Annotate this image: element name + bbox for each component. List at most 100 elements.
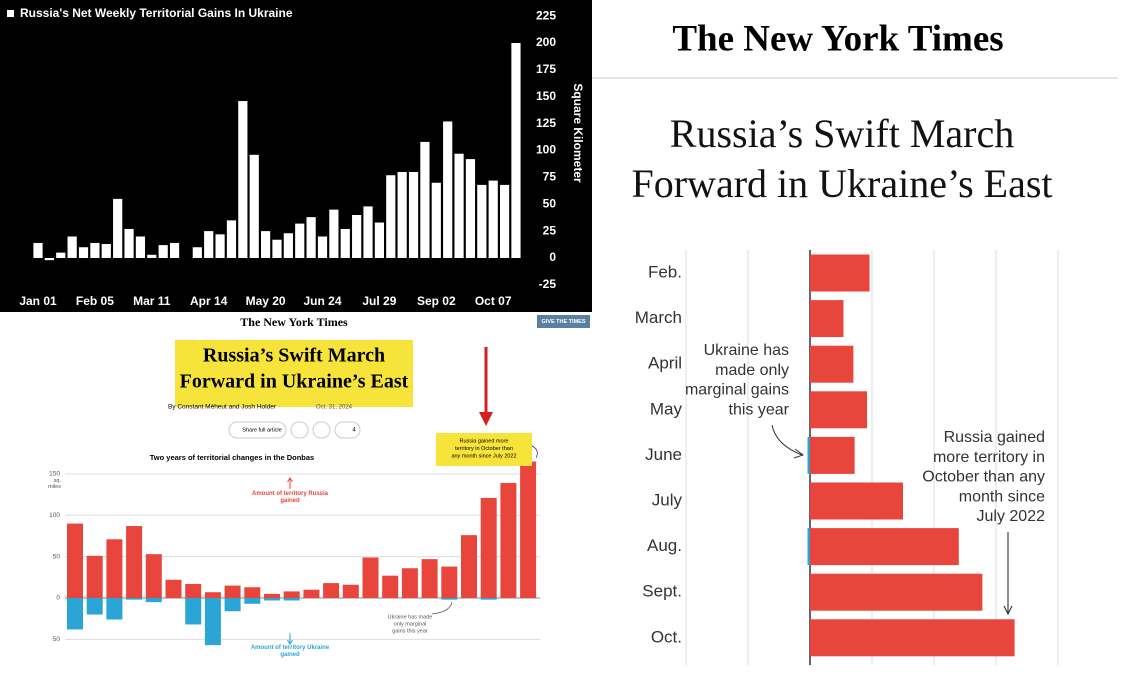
bar	[810, 573, 983, 611]
bar	[106, 539, 123, 598]
y-tick-label: 125	[536, 116, 556, 130]
bar	[520, 461, 537, 598]
y-tick-label: 75	[543, 170, 557, 184]
annotation-arrow	[531, 445, 538, 459]
bar	[67, 236, 77, 258]
chart-title: Russia's Net Weekly Territorial Gains In…	[20, 6, 293, 20]
y-tick-label: Oct.	[651, 627, 682, 646]
x-tick-label: Jul 29	[362, 294, 396, 308]
bar	[810, 345, 854, 383]
bar	[408, 172, 419, 258]
bar	[807, 528, 810, 566]
arrow	[287, 477, 293, 489]
y-unit: sq. miles	[48, 478, 61, 491]
x-tick-label: Mar 11	[133, 294, 171, 308]
bar	[283, 233, 293, 258]
y-tick-label: May	[650, 399, 683, 418]
byline: By Constant Méheut and Josh Holder	[168, 404, 277, 411]
bar	[226, 220, 237, 258]
bar	[283, 591, 300, 598]
bar	[810, 436, 855, 474]
bar	[86, 598, 103, 615]
annotation: any month since July 2022	[451, 453, 516, 459]
bar	[185, 583, 202, 598]
annotation-box	[436, 433, 532, 466]
bar	[124, 228, 134, 258]
annotation: Russia gained more	[460, 438, 509, 444]
bar	[454, 153, 464, 258]
bar	[362, 557, 379, 598]
bar	[374, 222, 384, 258]
y-tick-label: 200	[536, 35, 556, 49]
bar	[323, 583, 340, 598]
y-tick-label: 0	[56, 595, 60, 602]
headline: Russia’s Swift March	[670, 111, 1014, 156]
bar	[511, 43, 521, 258]
annotation: month since	[959, 488, 1045, 505]
bar	[420, 141, 430, 258]
icon-button	[312, 421, 331, 439]
bar	[67, 523, 83, 598]
y-tick-label: 175	[536, 62, 556, 76]
annotation: more territory in	[933, 449, 1045, 466]
bar	[145, 598, 162, 603]
bar	[244, 587, 261, 598]
bar	[465, 159, 476, 258]
bar	[165, 579, 182, 598]
bar	[303, 589, 320, 598]
y-tick-label: 150	[536, 89, 556, 103]
button-label[interactable]: GIVE THE TIMES	[541, 319, 585, 325]
bar	[169, 242, 180, 258]
bar	[78, 247, 89, 258]
bar	[397, 172, 407, 258]
bar	[224, 585, 241, 598]
y-tick-label: Aug.	[647, 536, 682, 555]
annotation-arrow	[431, 601, 453, 615]
annotation: territory in October than	[455, 446, 513, 452]
bar	[158, 245, 168, 258]
y-tick-label: April	[648, 354, 682, 373]
bar	[363, 206, 373, 258]
icon-button	[290, 421, 309, 439]
bar	[431, 182, 441, 258]
headline: Forward in Ukraine’s East	[180, 371, 409, 393]
annotation-arrow	[1003, 532, 1013, 616]
bar	[204, 231, 214, 258]
legend-swatch	[7, 10, 14, 17]
y-tick-label: 150	[49, 471, 60, 478]
comments-button	[334, 421, 361, 439]
share-label[interactable]: Share full article	[242, 427, 281, 433]
logo: The New York Times	[672, 18, 1003, 59]
bar	[224, 598, 241, 612]
y-tick-label: 50	[53, 636, 61, 643]
y-tick-label: 225	[536, 8, 556, 22]
bar	[443, 121, 453, 258]
comments-count[interactable]: 4	[352, 428, 356, 434]
annotation: marginal gains	[685, 382, 789, 399]
headline: Russia’s Swift March	[203, 345, 385, 367]
bar	[810, 254, 870, 292]
annotation: made only	[715, 362, 789, 379]
bar	[90, 242, 100, 258]
panel-bg	[0, 0, 592, 312]
bar	[272, 239, 282, 258]
bar	[86, 555, 103, 598]
y-tick-label: -25	[539, 277, 557, 291]
headline: Forward in Ukraine’s East	[631, 161, 1052, 206]
x-tick-label: May 20	[246, 294, 286, 308]
bar	[810, 300, 844, 338]
bar	[810, 528, 959, 566]
bar	[67, 598, 83, 630]
bar	[264, 598, 280, 601]
bar	[499, 184, 510, 258]
bar	[352, 215, 362, 258]
share-button	[228, 421, 287, 439]
logo: The New York Times	[240, 315, 348, 329]
bar	[477, 184, 487, 258]
bar	[441, 566, 458, 598]
legend-label: Amount of territory Ukraine gained	[250, 645, 330, 658]
bar	[44, 258, 54, 261]
annotation: July 2022	[977, 508, 1046, 525]
y-tick-label: June	[645, 445, 682, 464]
